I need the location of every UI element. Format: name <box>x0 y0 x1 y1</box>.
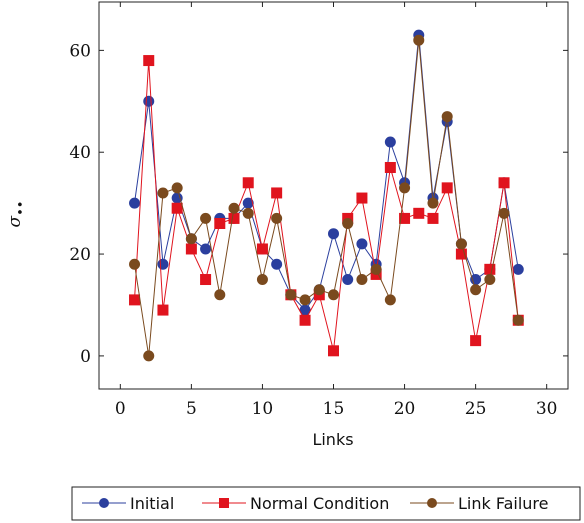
data-point-link-failure <box>313 284 325 296</box>
data-point-normal-condition <box>214 218 226 230</box>
data-point-initial <box>384 136 396 148</box>
data-point-normal-condition <box>129 294 141 306</box>
data-point-normal-condition <box>256 243 268 255</box>
data-point-normal-condition <box>399 212 411 224</box>
data-point-link-failure <box>384 294 396 306</box>
series-line-normal-condition <box>134 60 519 351</box>
data-point-link-failure <box>143 350 155 362</box>
data-point-normal-condition <box>143 55 155 67</box>
y-tick-label: 20 <box>69 245 91 265</box>
data-point-link-failure <box>185 233 197 245</box>
data-point-initial <box>200 243 212 255</box>
data-point-normal-condition <box>185 243 197 255</box>
data-point-initial <box>143 95 155 107</box>
data-point-link-failure <box>427 197 439 209</box>
data-point-normal-condition <box>228 212 240 224</box>
x-tick-label: 0 <box>115 399 126 419</box>
x-tick-label: 15 <box>323 399 345 419</box>
data-point-link-failure <box>455 238 467 250</box>
data-point-normal-condition <box>498 177 510 189</box>
y-axis-symbol: σ <box>5 215 25 227</box>
y-tick-label: 60 <box>69 41 91 61</box>
legend-item-link-failure: Link Failure <box>410 494 549 513</box>
series-normal-condition <box>129 55 524 357</box>
legend-label: Link Failure <box>458 494 549 513</box>
data-point-normal-condition <box>484 263 496 275</box>
y-tick-label: 40 <box>69 143 91 163</box>
data-point-initial <box>129 197 141 209</box>
data-point-link-failure <box>299 294 311 306</box>
data-point-link-failure <box>157 187 169 199</box>
data-point-initial <box>271 258 283 270</box>
series-layer <box>129 29 524 362</box>
legend-item-normal-condition: Normal Condition <box>202 494 389 513</box>
data-point-link-failure <box>242 207 254 219</box>
data-point-link-failure <box>271 212 283 224</box>
data-point-link-failure <box>441 111 453 123</box>
data-point-link-failure <box>498 207 510 219</box>
legend: Initial Normal Condition Link Failure <box>71 486 581 521</box>
x-tick-label: 5 <box>186 399 197 419</box>
series-line-initial <box>134 35 519 311</box>
data-point-initial <box>356 238 368 250</box>
legend-label: Normal Condition <box>250 494 389 513</box>
y-axis-ticks: 0 20 40 60 <box>69 41 568 367</box>
x-tick-label: 30 <box>536 399 558 419</box>
legend-label: Initial <box>130 494 174 513</box>
data-point-normal-condition <box>413 207 425 219</box>
data-point-link-failure <box>342 218 354 230</box>
legend-box <box>71 486 581 521</box>
data-point-link-failure <box>129 258 141 270</box>
data-point-normal-condition <box>384 161 396 173</box>
data-point-normal-condition <box>242 177 254 189</box>
data-point-normal-condition <box>200 274 212 286</box>
data-point-link-failure <box>200 212 212 224</box>
data-point-link-failure <box>370 263 382 275</box>
x-axis-ticks: 0 5 10 15 20 25 30 <box>115 2 558 419</box>
data-point-link-failure <box>512 314 524 326</box>
svg-text:σ••: σ•• <box>5 201 29 228</box>
data-point-normal-condition <box>171 202 183 214</box>
y-tick-label: 0 <box>80 347 91 367</box>
data-point-link-failure <box>256 274 268 286</box>
series-line-link-failure <box>134 40 519 356</box>
data-point-link-failure <box>470 284 482 296</box>
y-axis-title: σ•• <box>5 201 29 228</box>
x-tick-label: 20 <box>394 399 416 419</box>
legend-item-initial: Initial <box>82 494 174 513</box>
y-axis-subscript: •• <box>14 201 29 216</box>
data-point-link-failure <box>413 34 425 46</box>
data-point-link-failure <box>171 182 183 194</box>
legend-swatch-marker <box>99 498 109 508</box>
data-point-normal-condition <box>157 304 169 316</box>
x-tick-label: 10 <box>252 399 274 419</box>
legend-swatch-marker <box>427 498 437 508</box>
data-point-normal-condition <box>328 345 339 357</box>
data-point-link-failure <box>399 182 411 194</box>
data-point-initial <box>342 274 354 286</box>
x-axis-title: Links <box>312 430 353 449</box>
data-point-normal-condition <box>299 314 311 326</box>
data-point-initial <box>512 263 524 275</box>
data-point-link-failure <box>228 202 240 214</box>
data-point-normal-condition <box>356 192 368 204</box>
data-point-link-failure <box>356 274 368 286</box>
plot-frame <box>98 1 569 390</box>
data-point-link-failure <box>285 289 297 301</box>
data-point-normal-condition <box>271 187 283 199</box>
data-point-link-failure <box>214 289 226 301</box>
legend-swatch-marker <box>219 498 229 508</box>
data-point-normal-condition <box>441 182 453 194</box>
data-point-normal-condition <box>427 212 439 224</box>
data-point-normal-condition <box>470 335 482 347</box>
x-tick-label: 25 <box>465 399 487 419</box>
series-link-failure <box>129 34 524 362</box>
data-point-link-failure <box>328 289 339 301</box>
data-point-initial <box>157 258 169 270</box>
data-point-link-failure <box>484 274 496 286</box>
data-point-initial <box>328 228 339 240</box>
